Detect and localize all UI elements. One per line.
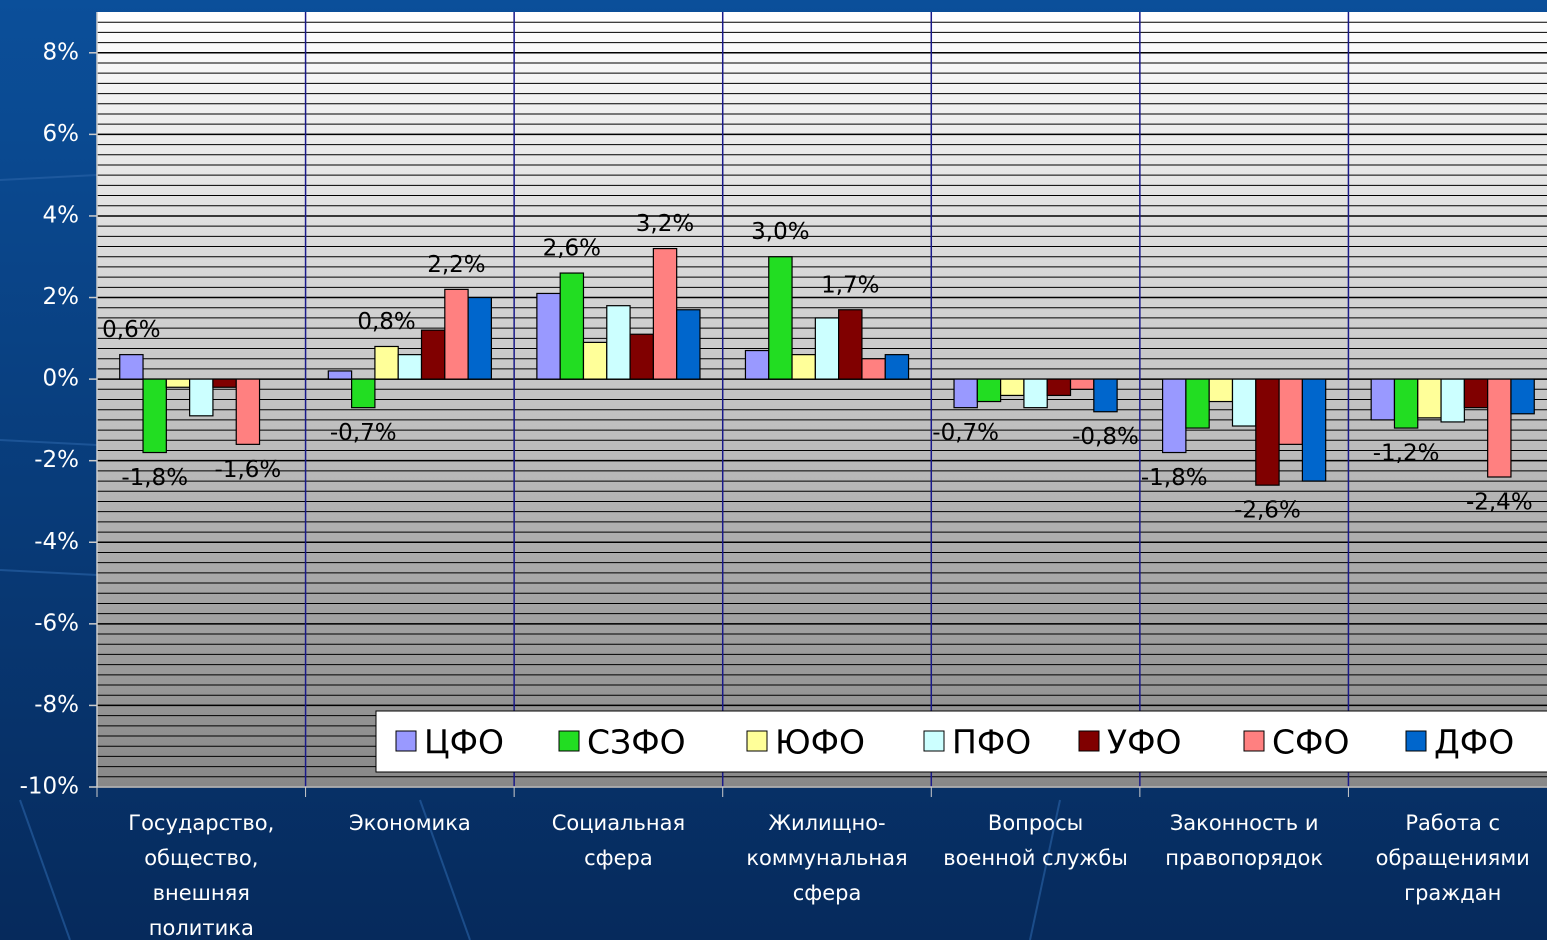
bar — [1463, 378, 1489, 409]
bar — [444, 288, 469, 380]
bar — [884, 354, 910, 380]
value-label: -2,4% — [1466, 490, 1533, 516]
bar — [606, 305, 631, 380]
bar — [374, 345, 399, 380]
bar — [467, 296, 493, 380]
y-tick-label: 0% — [43, 366, 80, 392]
bar — [582, 341, 608, 380]
bar — [327, 370, 353, 380]
bar — [420, 329, 446, 380]
bar — [791, 354, 816, 380]
value-label: -1,6% — [215, 457, 282, 483]
value-label: -2,6% — [1234, 498, 1301, 524]
bar — [1440, 378, 1465, 423]
value-label: -1,8% — [121, 465, 188, 491]
bar — [652, 247, 678, 380]
bar — [1208, 378, 1234, 403]
x-tick-label: Работа с обращениями граждан — [1376, 811, 1530, 905]
value-label: 2,2% — [427, 252, 485, 278]
legend-label: СЗФО — [587, 723, 686, 762]
bar — [1161, 378, 1187, 454]
value-label: 1,7% — [821, 272, 879, 298]
y-tick-label: -6% — [34, 610, 79, 636]
value-label: -0,7% — [330, 420, 397, 446]
legend-swatch — [1078, 730, 1100, 752]
bar — [1185, 378, 1210, 429]
bar — [1231, 378, 1257, 427]
legend-label: ПФО — [952, 723, 1031, 762]
bar — [1093, 378, 1118, 413]
bar — [1023, 378, 1048, 409]
bar — [744, 349, 770, 380]
y-tick-label: 6% — [43, 121, 80, 147]
legend-swatch — [395, 730, 417, 752]
bar — [536, 292, 561, 380]
bar — [976, 378, 1002, 403]
bar — [629, 333, 654, 380]
bar — [768, 256, 793, 380]
bar — [1370, 378, 1396, 421]
x-tick-label: Законность и правопорядок — [1165, 811, 1323, 870]
value-label: 2,6% — [543, 236, 601, 262]
bar — [165, 378, 191, 388]
bar — [676, 309, 701, 380]
legend-label: СФО — [1272, 723, 1349, 762]
legend-swatch — [746, 730, 768, 752]
bar — [397, 354, 423, 380]
bar — [142, 378, 167, 454]
value-label: 3,2% — [636, 211, 694, 237]
bar — [1510, 378, 1535, 415]
legend-label: ЦФО — [424, 723, 504, 762]
bar — [212, 378, 237, 388]
bar — [814, 317, 840, 380]
bar — [1278, 378, 1303, 445]
bar — [1000, 378, 1025, 397]
value-label: 0,8% — [357, 309, 415, 335]
y-tick-label: -2% — [34, 447, 79, 473]
x-tick-label: Государство, общество, внешняя политика — [128, 811, 274, 940]
y-tick-label: -8% — [34, 692, 79, 718]
bar — [235, 378, 261, 445]
bar — [1255, 378, 1280, 486]
bar — [1417, 378, 1442, 419]
value-label: 3,0% — [751, 219, 809, 245]
value-label: -1,8% — [1141, 465, 1208, 491]
value-label: 0,6% — [102, 317, 160, 343]
x-tick-label: Вопросы военной службы — [943, 811, 1128, 870]
decor — [0, 174, 1061, 940]
bar — [559, 272, 585, 380]
x-tick-label: Экономика — [349, 811, 471, 835]
bar — [1069, 378, 1095, 390]
bar — [953, 378, 978, 409]
value-label: -0,7% — [932, 420, 999, 446]
bar — [1301, 378, 1327, 482]
legend-swatch — [923, 730, 945, 752]
y-tick-label: 4% — [43, 202, 80, 228]
bar — [1393, 378, 1419, 429]
value-label: -1,2% — [1373, 441, 1440, 467]
bar — [1487, 378, 1512, 478]
bar — [861, 358, 886, 380]
bar — [838, 309, 863, 380]
legend-swatch — [558, 730, 580, 752]
bar — [351, 378, 376, 409]
x-tick-label: Жилищно-коммунальная сфера — [746, 811, 907, 905]
legend-label: ДФО — [1434, 723, 1514, 762]
bar — [189, 378, 214, 417]
legend-swatch — [1405, 730, 1427, 752]
y-tick-label: -10% — [20, 774, 79, 800]
x-tick-label: Социальная сфера — [552, 811, 685, 870]
y-tick-label: 2% — [43, 284, 80, 310]
bar — [119, 354, 144, 380]
legend-swatch — [1243, 730, 1265, 752]
y-tick-label: -4% — [34, 529, 79, 555]
value-label: -0,8% — [1072, 424, 1139, 450]
legend-label: ЮФО — [775, 723, 865, 762]
bar — [1046, 378, 1072, 397]
y-tick-label: 8% — [43, 39, 80, 65]
legend-label: УФО — [1107, 723, 1182, 762]
